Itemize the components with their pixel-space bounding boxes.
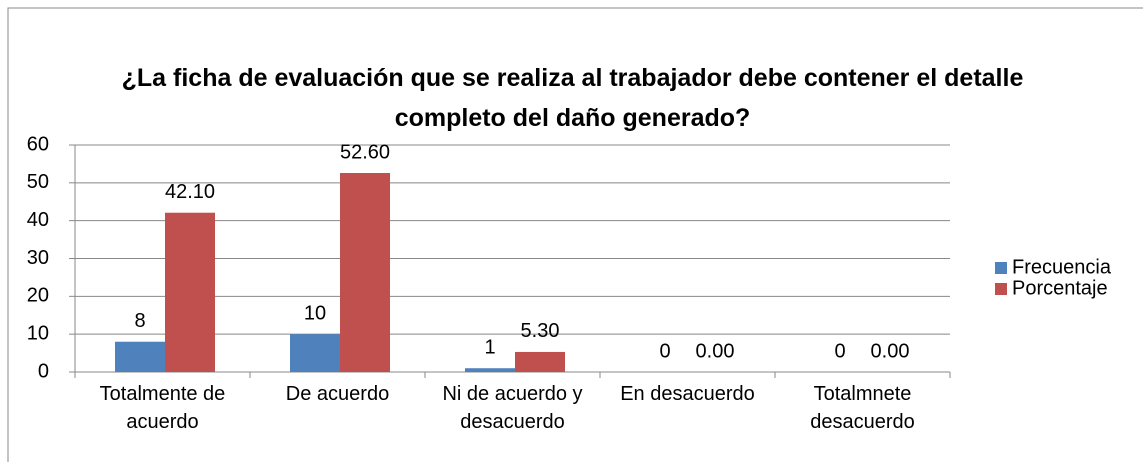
y-tick-label: 40 bbox=[27, 209, 49, 231]
y-tick-label: 60 bbox=[27, 133, 49, 155]
data-label: 0 bbox=[834, 340, 845, 362]
x-tick-label: En desacuerdo bbox=[620, 383, 755, 405]
y-tick-label: 30 bbox=[27, 247, 49, 269]
chart-title: ¿La ficha de evaluación que se realiza a… bbox=[121, 64, 1024, 132]
y-tick-label: 20 bbox=[27, 285, 49, 307]
x-tick-label: De acuerdo bbox=[285, 383, 390, 405]
data-label: 10 bbox=[304, 302, 326, 324]
bar bbox=[340, 172, 390, 372]
x-tick-label: Totalmente de acuerdo bbox=[99, 383, 226, 433]
bar bbox=[115, 341, 165, 372]
x-tick-label: Ni de acuerdo y desacuerdo bbox=[442, 383, 583, 433]
bar bbox=[165, 212, 215, 372]
bar bbox=[515, 351, 565, 372]
data-label: 0.00 bbox=[871, 340, 910, 362]
data-label: 8 bbox=[134, 310, 145, 332]
data-label: 0.00 bbox=[696, 340, 735, 362]
data-label: 42.10 bbox=[165, 181, 215, 203]
y-tick-label: 50 bbox=[27, 171, 49, 193]
legend-label: Porcentaje bbox=[1012, 277, 1108, 299]
data-label: 0 bbox=[659, 340, 670, 362]
legend-swatch bbox=[995, 262, 1007, 274]
y-tick-label: 10 bbox=[27, 322, 49, 344]
legend-swatch bbox=[995, 283, 1007, 295]
data-label: 5.30 bbox=[521, 320, 560, 342]
bar bbox=[290, 334, 340, 372]
legend-label: Frecuencia bbox=[1012, 256, 1112, 278]
chart-border bbox=[7, 7, 1143, 462]
x-tick-label: Totalmnete desacuerdo bbox=[810, 383, 915, 433]
bar bbox=[465, 368, 515, 372]
y-tick-label: 0 bbox=[38, 360, 49, 382]
data-label: 52.60 bbox=[340, 141, 390, 163]
data-label: 1 bbox=[484, 336, 495, 358]
